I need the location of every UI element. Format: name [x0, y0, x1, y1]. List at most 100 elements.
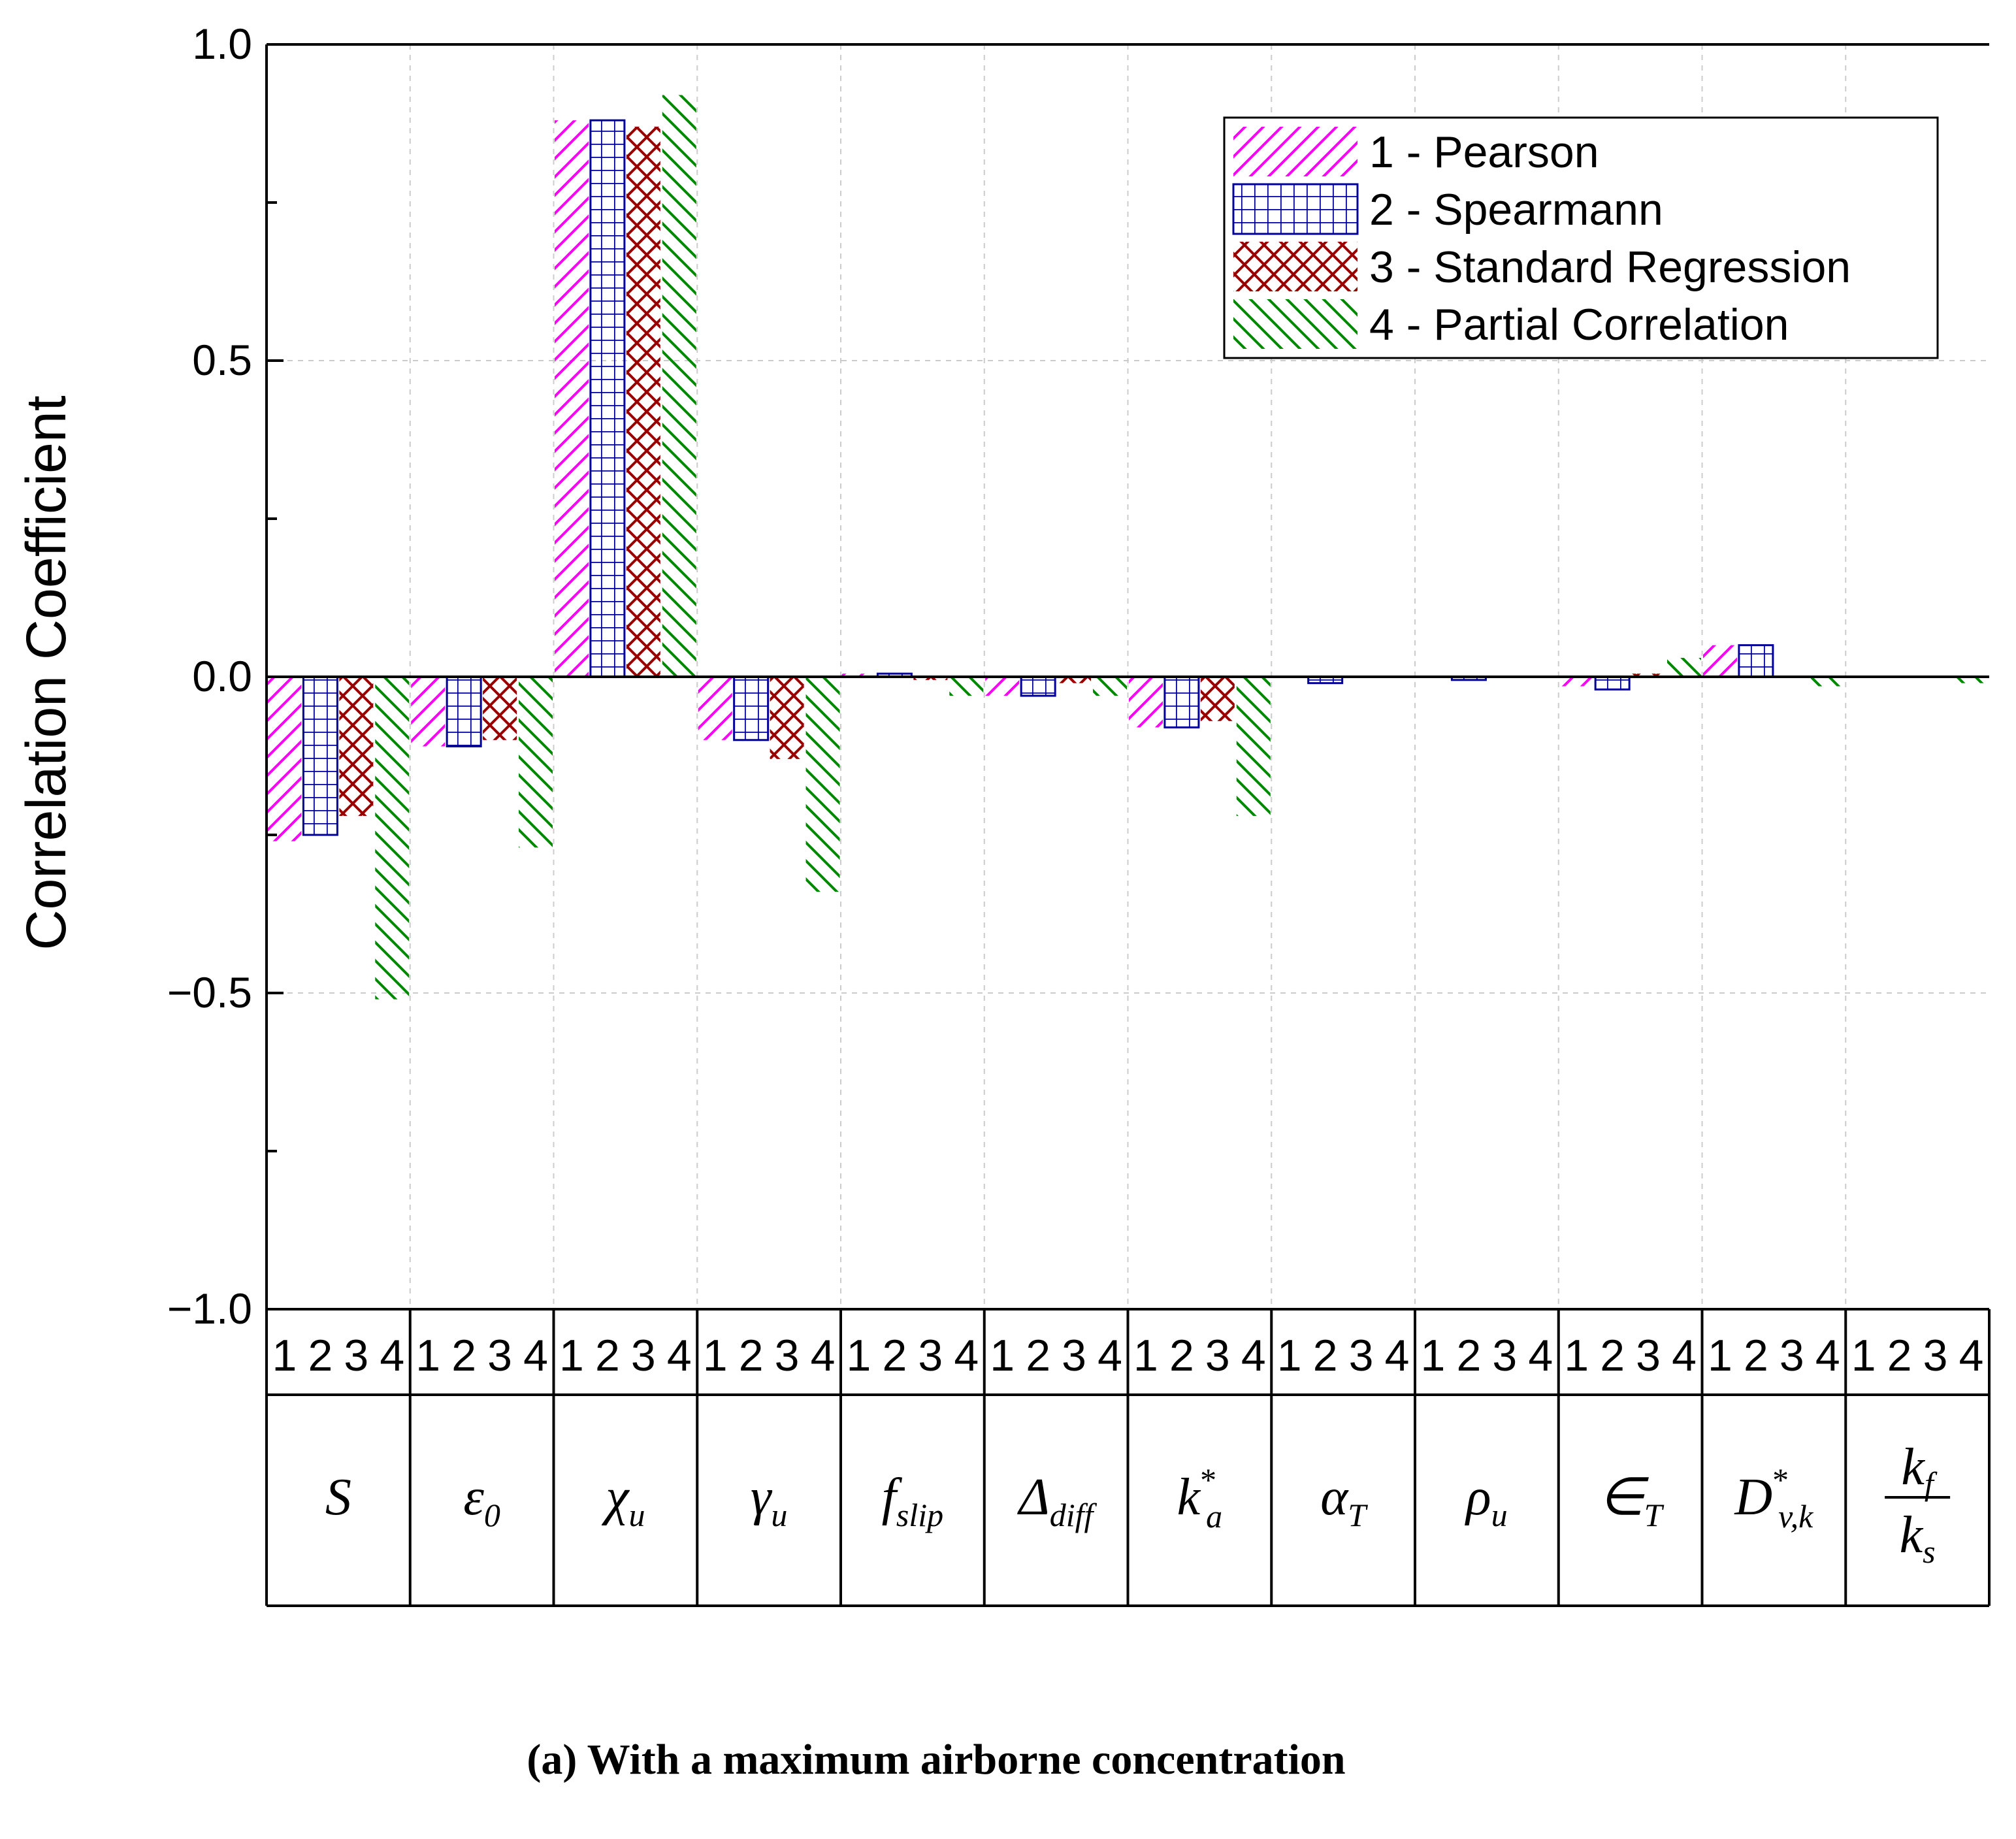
sub-label: 3: [1062, 1331, 1086, 1380]
category-label-1: S: [325, 1469, 351, 1526]
sub-label: 1: [1564, 1331, 1589, 1380]
sub-label: 2: [1887, 1331, 1912, 1380]
y-axis-label: Correlation Coefficient: [15, 395, 78, 950]
category-symbol: ρu: [1464, 1469, 1507, 1533]
sub-label: 3: [487, 1331, 512, 1380]
sub-label: 4: [1097, 1331, 1122, 1380]
y-tick-label: −0.5: [167, 968, 252, 1017]
figure-caption: (a) With a maximum airborne concentratio…: [527, 1736, 1345, 1783]
sub-label: 1: [990, 1331, 1015, 1380]
bar-1-cat-6: [985, 677, 1020, 696]
fraction-denominator: ks: [1900, 1506, 1936, 1570]
category-label-6: Δdiff: [1017, 1469, 1097, 1533]
bar-3-cat-10: [1631, 674, 1666, 677]
sub-label: 1: [272, 1331, 297, 1380]
sub-label: 4: [954, 1331, 979, 1380]
sub-label: 4: [1815, 1331, 1840, 1380]
sub-label: 4: [1672, 1331, 1697, 1380]
sub-label: 2: [882, 1331, 907, 1380]
bar-1-cat-3: [554, 120, 589, 677]
bar-2-cat-2: [446, 675, 482, 747]
legend: 1 - Pearson 2 - Spearmann 3 - Standard Reg…: [1223, 116, 1939, 359]
bar-2-cat-1: [302, 675, 338, 836]
y-tick-label: 0.5: [192, 336, 252, 384]
bars: [267, 95, 1989, 1000]
bar-2-cat-4: [733, 675, 770, 741]
sub-label: 1: [847, 1331, 871, 1380]
sub-label: 3: [1349, 1331, 1374, 1380]
bar-2-cat-6: [1020, 675, 1056, 697]
legend-swatch-2: [1232, 183, 1359, 235]
category-label-11: D* v,k: [1734, 1461, 1813, 1535]
sub-label: 2: [1169, 1331, 1194, 1380]
fraction-numerator: kf: [1901, 1439, 1938, 1502]
y-tick-label: −1.0: [167, 1284, 252, 1333]
sub-label: 2: [739, 1331, 764, 1380]
sub-label: 3: [1205, 1331, 1230, 1380]
sub-label: 3: [631, 1331, 656, 1380]
category-label-10: ∈T: [1599, 1469, 1665, 1533]
sub-label: 2: [1744, 1331, 1768, 1380]
legend-label-4: 4 - Partial Correlation: [1369, 300, 1789, 350]
sub-label: 2: [1456, 1331, 1481, 1380]
sub-label: 1: [559, 1331, 584, 1380]
sub-label: 3: [1492, 1331, 1517, 1380]
bar-2-cat-3: [589, 119, 626, 678]
sub-label: 1: [1133, 1331, 1158, 1380]
category-label-3: χu: [601, 1469, 645, 1533]
sub-label: 3: [1923, 1331, 1948, 1380]
sub-label: 4: [1528, 1331, 1553, 1380]
axes: [265, 43, 1989, 1310]
category-label-8: αT: [1320, 1469, 1368, 1533]
sub-label: 1: [1708, 1331, 1732, 1380]
category-symbol: D* v,k: [1734, 1461, 1813, 1535]
sub-label: 3: [775, 1331, 800, 1380]
bar-3-cat-4: [770, 677, 804, 759]
bar-4-cat-11: [1810, 677, 1845, 687]
sub-label: 2: [1600, 1331, 1625, 1380]
bar-3-cat-1: [339, 677, 374, 816]
category-label-2: ε0: [463, 1469, 500, 1533]
bar-1-cat-4: [698, 677, 732, 740]
y-tick-label: 1.0: [192, 20, 252, 68]
y-tick-labels: 1.0 0.5 0.0 −0.5 −1.0: [167, 20, 252, 1333]
sub-label: 2: [1313, 1331, 1338, 1380]
category-symbol: αT: [1320, 1469, 1368, 1533]
bar-1-cat-10: [1559, 677, 1594, 687]
legend-label-1: 1 - Pearson: [1369, 127, 1599, 177]
sub-label: 1: [1277, 1331, 1302, 1380]
bar-2-cat-7: [1163, 675, 1200, 728]
sub-label: 4: [667, 1331, 692, 1380]
sub-label: 3: [344, 1331, 368, 1380]
legend-swatch-3: [1233, 242, 1358, 291]
sub-label: 3: [1780, 1331, 1804, 1380]
category-label-9: ρu: [1464, 1469, 1507, 1533]
bar-4-cat-12: [1954, 677, 1989, 683]
bar-3-cat-2: [483, 677, 517, 740]
legend-swatch-1: [1233, 127, 1358, 176]
bar-4-cat-10: [1667, 657, 1702, 677]
category-label-7: k* a: [1177, 1461, 1223, 1535]
sub-label: 4: [1959, 1331, 1984, 1380]
category-symbol: k* a: [1177, 1461, 1223, 1535]
bar-2-cat-10: [1594, 675, 1631, 691]
category-symbol: Δdiff: [1017, 1469, 1097, 1533]
legend-label-2: 2 - Spearmann: [1369, 185, 1663, 235]
category-label-4: γu: [751, 1469, 788, 1533]
sub-label: 4: [380, 1331, 404, 1380]
sub-label: 2: [451, 1331, 476, 1380]
category-symbol: S: [325, 1469, 351, 1526]
bar-1-cat-5: [841, 674, 876, 677]
bar-1-cat-7: [1128, 677, 1163, 728]
bar-3-cat-5: [913, 677, 948, 680]
sub-label: 2: [595, 1331, 620, 1380]
bar-4-cat-5: [949, 677, 984, 696]
legend-label-3: 3 - Standard Regression: [1369, 242, 1851, 292]
sub-label: 1: [415, 1331, 440, 1380]
bar-2-cat-11: [1738, 644, 1774, 678]
bar-4-cat-7: [1236, 677, 1271, 816]
bar-1-cat-1: [267, 677, 302, 841]
bar-3-cat-6: [1057, 677, 1092, 683]
